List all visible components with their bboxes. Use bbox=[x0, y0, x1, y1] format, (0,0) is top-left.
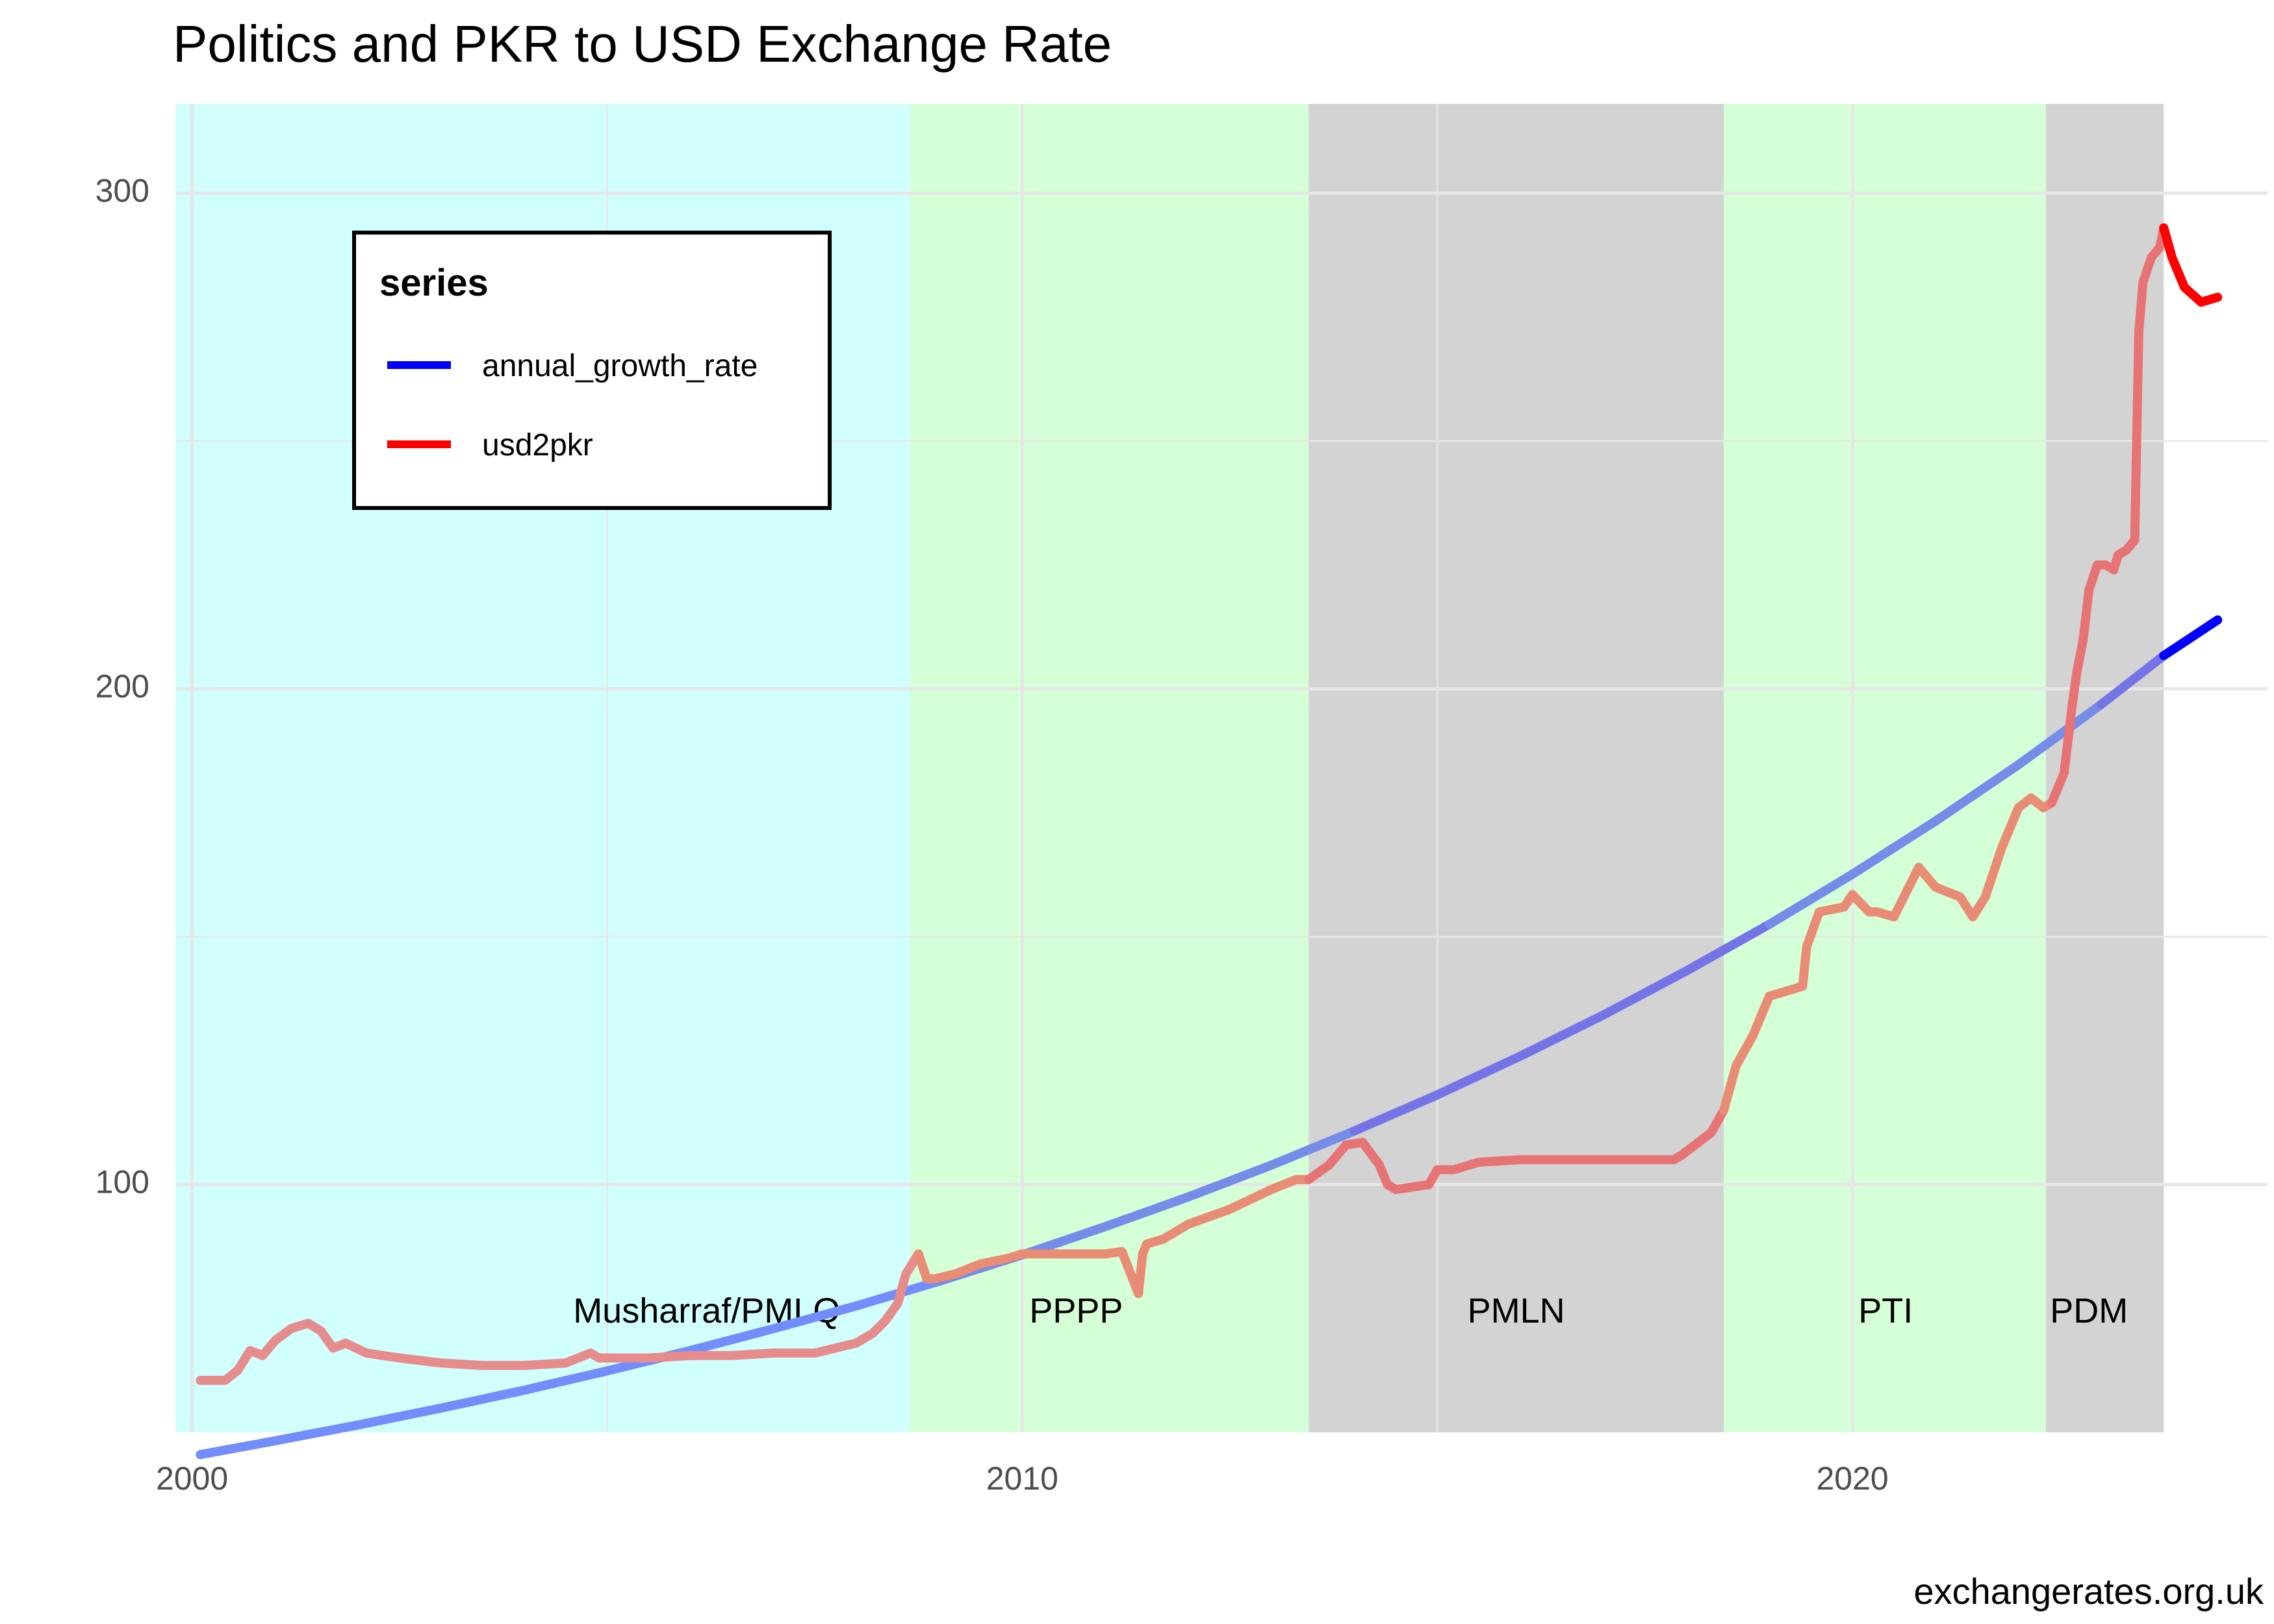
x-tick-label: 2020 bbox=[1816, 1460, 1888, 1497]
source-caption: exchangerates.org.uk bbox=[1913, 1571, 2264, 1612]
series-line-annual-growth-rate bbox=[1765, 700, 2106, 929]
series-line-usd2pkr bbox=[2159, 223, 2223, 307]
series-line-annual-growth-rate bbox=[1349, 919, 1774, 1136]
period-label-pppp: PPPP bbox=[1029, 1291, 1123, 1330]
legend-box bbox=[352, 231, 832, 510]
legend: series annual_growth_rate usd2pkr bbox=[352, 231, 832, 510]
y-tick-label: 100 bbox=[96, 1164, 149, 1200]
series-line-annual-growth-rate bbox=[2159, 615, 2223, 661]
legend-label-annual-growth-rate: annual_growth_rate bbox=[482, 349, 758, 383]
legend-label-usd2pkr: usd2pkr bbox=[482, 428, 593, 463]
series-annual-growth-rate bbox=[196, 615, 2223, 1460]
x-tick-label: 2000 bbox=[156, 1460, 228, 1497]
period-band-pti bbox=[1724, 104, 2046, 1432]
y-tick-label: 200 bbox=[96, 668, 149, 705]
series-line-usd2pkr bbox=[1719, 793, 2056, 1115]
grid-lines bbox=[175, 104, 2268, 1432]
chart-title: Politics and PKR to USD Exchange Rate bbox=[173, 15, 1112, 73]
series-line-usd2pkr bbox=[1304, 1106, 1729, 1195]
y-tick-label: 300 bbox=[96, 173, 149, 209]
axis-tick-labels: 100 200 300 2000 2010 2020 bbox=[96, 173, 1889, 1497]
period-label-pdm: PDM bbox=[2050, 1291, 2128, 1330]
x-tick-label: 2010 bbox=[986, 1460, 1058, 1497]
series-line-usd2pkr bbox=[2047, 223, 2169, 807]
series-line-annual-growth-rate bbox=[196, 1276, 944, 1460]
period-labels: Musharraf/PMLQ PPPP PMLN PTI PDM bbox=[573, 1291, 2128, 1330]
series-line-usd2pkr bbox=[913, 1174, 1314, 1299]
period-label-pti: PTI bbox=[1858, 1291, 1913, 1330]
series-lines bbox=[196, 223, 2223, 1460]
period-band-pppp bbox=[910, 104, 1309, 1432]
series-usd2pkr bbox=[196, 223, 2223, 1385]
period-label-pmln: PMLN bbox=[1468, 1291, 1565, 1330]
series-line-annual-growth-rate bbox=[2097, 651, 2169, 709]
series-line-usd2pkr bbox=[196, 1249, 923, 1385]
legend-title: series bbox=[379, 262, 489, 304]
period-band-pmln bbox=[1309, 104, 1724, 1432]
